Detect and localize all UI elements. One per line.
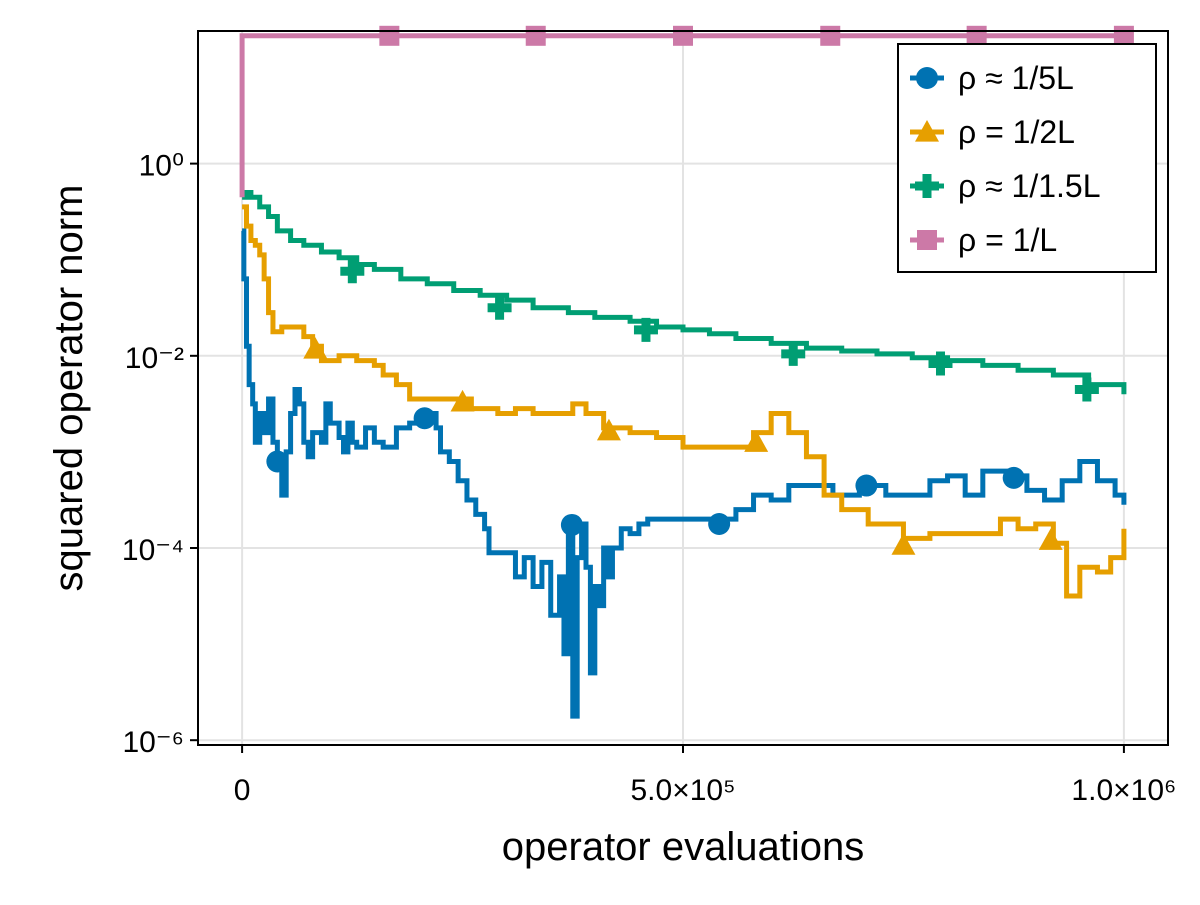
series-marker-rho-1-5l xyxy=(413,407,436,430)
legend: ρ ≈ 1/5L ρ = 1/2L ρ ≈ 1/1.5L ρ = 1/L xyxy=(897,43,1157,273)
series-marker-rho-1-l xyxy=(525,25,546,46)
series-marker-rho-1-2l xyxy=(744,430,769,452)
series-marker-rho-1-1.5l xyxy=(781,341,806,366)
series-marker-rho-1-2l xyxy=(596,418,621,441)
legend-marker-rho-1-5l xyxy=(916,67,938,89)
series-marker-rho-1-5l xyxy=(266,450,289,473)
tick-layer: 0 5.0×10⁵ 1.0×10⁶ 10⁰ 10⁻² 10⁻⁴ 10⁻⁶ xyxy=(122,150,1176,807)
legend-marker-rho-1-l xyxy=(917,230,937,250)
series-marker-rho-1-1.5l xyxy=(928,351,953,376)
series-marker-rho-1-l xyxy=(820,25,841,46)
y-axis-label: squared operator norm xyxy=(47,185,91,592)
legend-label-rho-1-1.5l: ρ ≈ 1/1.5L xyxy=(958,168,1101,204)
series-marker-rho-1-5l xyxy=(855,474,878,497)
series-marker-rho-1-1.5l xyxy=(340,259,365,284)
series-marker-rho-1-l xyxy=(966,25,987,46)
series-marker-rho-1-2l xyxy=(450,389,475,412)
legend-marker-rho-1-2l xyxy=(915,120,939,142)
legend-box xyxy=(897,43,1157,273)
series-line-rho-1-2l xyxy=(242,204,1127,599)
series-marker-rho-1-1.5l xyxy=(1074,377,1099,402)
x-tick-label: 0 xyxy=(234,774,251,807)
legend-label-rho-1-5l: ρ ≈ 1/5L xyxy=(958,60,1074,96)
series-marker-rho-1-1.5l xyxy=(487,295,512,320)
series-marker-rho-1-2l xyxy=(1038,528,1063,550)
legend-label-rho-1-l: ρ = 1/L xyxy=(958,222,1057,258)
series-marker-rho-1-l xyxy=(673,25,693,46)
series-marker-rho-1-2l xyxy=(891,533,916,555)
x-axis-label: operator evaluations xyxy=(502,825,864,869)
series-marker-rho-1-5l xyxy=(1002,466,1025,489)
series-marker-rho-1-2l xyxy=(303,337,328,359)
series-marker-rho-1-1.5l xyxy=(633,317,658,342)
series-marker-rho-1-l xyxy=(379,25,400,46)
y-tick-label: 10⁻⁴ xyxy=(122,534,184,567)
x-tick-label: 5.0×10⁵ xyxy=(630,774,735,807)
series-line-rho-1-1.5l xyxy=(242,189,1127,395)
y-tick-label: 10⁻² xyxy=(125,342,184,375)
series-marker-rho-1-5l xyxy=(560,513,583,536)
series-marker-rho-1-l xyxy=(1113,25,1134,46)
legend-label-rho-1-2l: ρ = 1/2L xyxy=(958,114,1075,150)
x-tick-label: 1.0×10⁶ xyxy=(1071,774,1176,807)
series-marker-rho-1-5l xyxy=(708,512,731,535)
legend-marker-rho-1-1.5l xyxy=(915,174,939,198)
y-tick-label: 10⁰ xyxy=(139,150,184,183)
y-tick-label: 10⁻⁶ xyxy=(122,726,184,759)
